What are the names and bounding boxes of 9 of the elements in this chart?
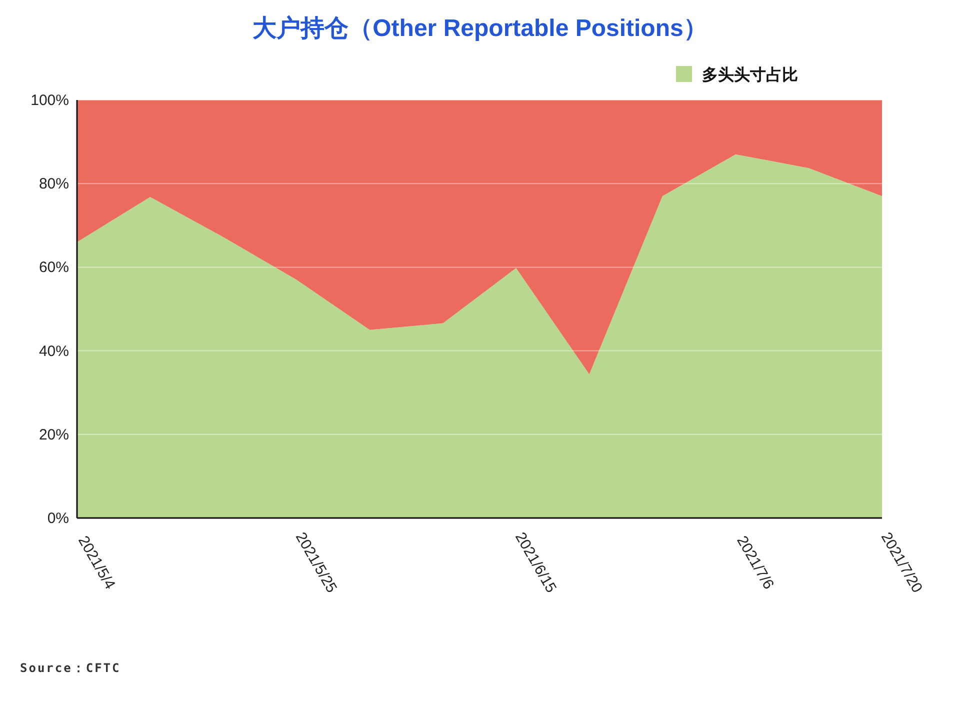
y-tick-label: 0% — [47, 510, 69, 527]
chart-title: 大户持仓（Other Reportable Positions） — [252, 15, 708, 42]
y-tick-label: 100% — [30, 92, 69, 109]
y-tick-label: 40% — [38, 342, 69, 360]
y-tick-label: 20% — [38, 426, 69, 444]
legend-label: 多头头寸占比 — [702, 66, 798, 84]
source-note: Source：CFTC — [20, 661, 121, 675]
y-tick-label: 80% — [38, 176, 69, 193]
y-tick-label: 60% — [38, 259, 69, 276]
